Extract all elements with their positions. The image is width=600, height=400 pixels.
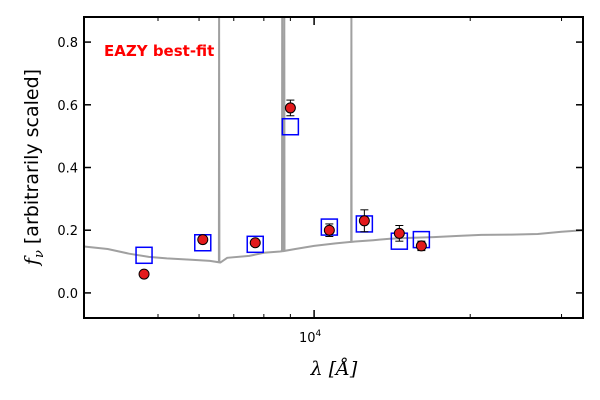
y-axis-label-symbol: f [21, 255, 43, 267]
x-tick-label-exponent: 4 [316, 329, 322, 339]
model-flux-square [135, 246, 153, 265]
template-spectrum-line [83, 16, 584, 264]
y-axis-label-text: [arbitrarily scaled] [21, 69, 43, 250]
y-tick-label: 0.2 [57, 224, 78, 239]
plot-frame [83, 16, 584, 319]
observed-flux-point [249, 237, 261, 249]
observed-flux-point [138, 268, 150, 280]
template-spectrum [83, 16, 584, 264]
x-tick-label-base: 10 [299, 331, 316, 346]
observed-flux-point [323, 224, 335, 236]
x-tick-label: 104 [299, 329, 322, 346]
observed-flux-point [197, 234, 209, 246]
observed-flux-point [358, 215, 370, 227]
y-tick-label: 0.8 [57, 36, 78, 51]
observed-flux-point [415, 240, 427, 252]
model-flux-square [281, 117, 300, 136]
y-axis-label-subscript: ν [32, 250, 47, 258]
y-tick-label: 0.4 [57, 162, 78, 177]
y-tick-label: 0.6 [57, 99, 78, 114]
annotation-eazy-best-fit: EAZY best-fit [104, 42, 214, 60]
observed-flux-point [284, 102, 296, 114]
axis-ticks: 0.0 0.2 0.4 0.6 0.8 104 [57, 17, 583, 346]
x-axis-label: λ [Å] [310, 358, 358, 380]
model-flux-square [246, 235, 264, 254]
y-axis-label: fν [arbitrarily scaled] [21, 69, 47, 267]
y-tick-label: 0.0 [57, 287, 78, 302]
observed-flux-point [393, 227, 405, 239]
photometry-points [135, 99, 431, 280]
